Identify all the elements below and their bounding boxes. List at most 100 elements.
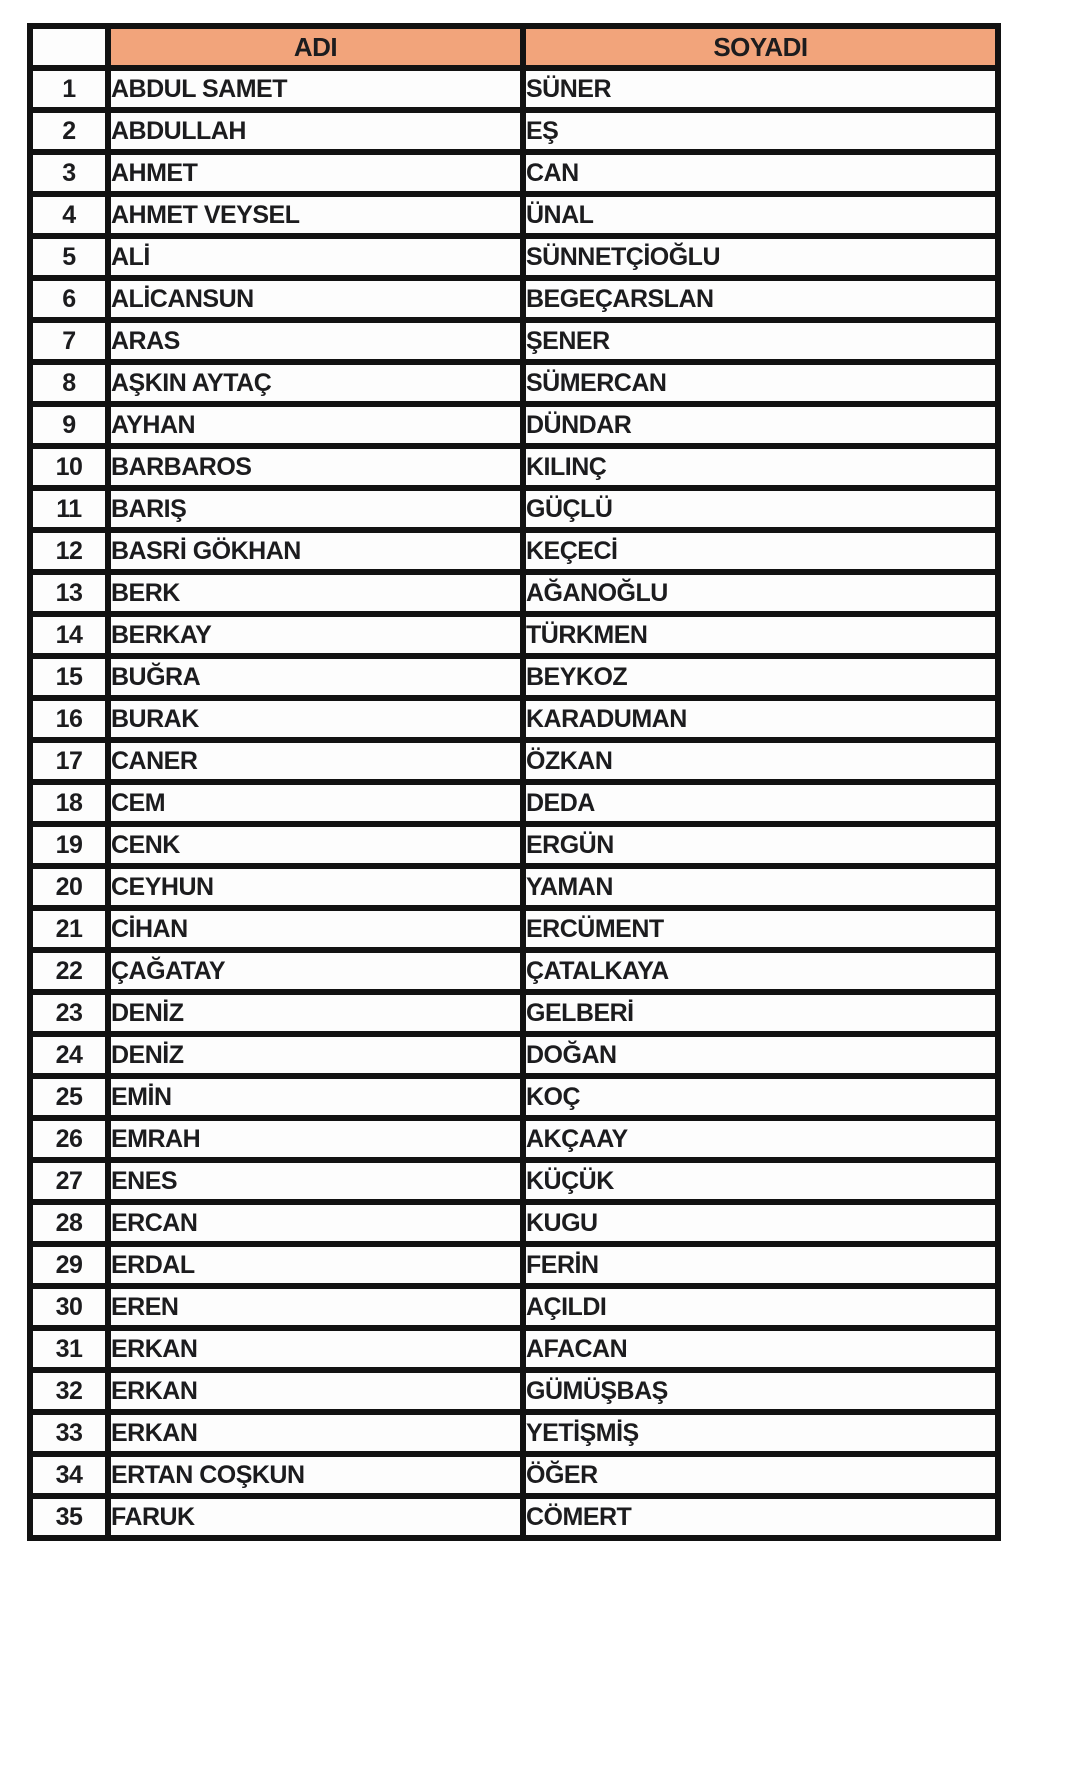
- table-row: 26 EMRAH AKÇAAY: [27, 1115, 1001, 1163]
- name-table: ADI SOYADI 1 ABDUL SAMET SÜNER 2 ABDULLAH EŞ 3…: [27, 23, 1001, 1541]
- table-row: 22 ÇAĞATAY ÇATALKAYA: [27, 947, 1001, 995]
- table-row: 6 ALİCANSUN BEGEÇARSLAN: [27, 275, 1001, 323]
- table-row: 30 EREN AÇILDI: [27, 1283, 1001, 1331]
- table-row: 12 BASRİ GÖKHAN KEÇECİ: [27, 527, 1001, 575]
- table-row: 15 BUĞRA BEYKOZ: [27, 653, 1001, 701]
- row-number-cell: 10: [27, 443, 111, 491]
- row-number-cell: 13: [27, 569, 111, 617]
- first-name-cell: EMİN: [105, 1073, 526, 1121]
- table-row: 27 ENES KÜÇÜK: [27, 1157, 1001, 1205]
- row-number-cell: 14: [27, 611, 111, 659]
- header-cell-soyadi: SOYADI: [520, 23, 1001, 71]
- surname-cell: YAMAN: [520, 863, 1001, 911]
- row-number-cell: 21: [27, 905, 111, 953]
- first-name-cell: BERKAY: [105, 611, 526, 659]
- table-row: 28 ERCAN KUGU: [27, 1199, 1001, 1247]
- table-row: 34 ERTAN COŞKUN ÖĞER: [27, 1451, 1001, 1499]
- row-number-cell: 8: [27, 359, 111, 407]
- table-row: 21 CİHAN ERCÜMENT: [27, 905, 1001, 953]
- surname-cell: ÇATALKAYA: [520, 947, 1001, 995]
- name-list-sheet: ADI SOYADI 1 ABDUL SAMET SÜNER 2 ABDULLAH EŞ 3…: [27, 23, 1001, 1541]
- row-number-cell: 28: [27, 1199, 111, 1247]
- table-row: 13 BERK AĞANOĞLU: [27, 569, 1001, 617]
- surname-cell: SÜNNETÇİOĞLU: [520, 233, 1001, 281]
- surname-cell: ERGÜN: [520, 821, 1001, 869]
- surname-cell: BEYKOZ: [520, 653, 1001, 701]
- surname-cell: KÜÇÜK: [520, 1157, 1001, 1205]
- row-number-cell: 18: [27, 779, 111, 827]
- first-name-cell: ALİ: [105, 233, 526, 281]
- table-row: 3 AHMET CAN: [27, 149, 1001, 197]
- surname-cell: DEDA: [520, 779, 1001, 827]
- first-name-cell: ENES: [105, 1157, 526, 1205]
- row-number-cell: 33: [27, 1409, 111, 1457]
- first-name-cell: ÇAĞATAY: [105, 947, 526, 995]
- table-row: 2 ABDULLAH EŞ: [27, 107, 1001, 155]
- row-number-cell: 35: [27, 1493, 111, 1541]
- first-name-cell: ARAS: [105, 317, 526, 365]
- row-number-cell: 7: [27, 317, 111, 365]
- table-row: 35 FARUK CÖMERT: [27, 1493, 1001, 1541]
- surname-cell: DOĞAN: [520, 1031, 1001, 1079]
- first-name-cell: FARUK: [105, 1493, 526, 1541]
- first-name-cell: BASRİ GÖKHAN: [105, 527, 526, 575]
- first-name-cell: ABDULLAH: [105, 107, 526, 155]
- surname-cell: ŞENER: [520, 317, 1001, 365]
- table-header: ADI SOYADI: [27, 23, 1001, 71]
- first-name-cell: EMRAH: [105, 1115, 526, 1163]
- surname-cell: AĞANOĞLU: [520, 569, 1001, 617]
- row-number-cell: 6: [27, 275, 111, 323]
- first-name-cell: ERCAN: [105, 1199, 526, 1247]
- header-row: ADI SOYADI: [27, 23, 1001, 71]
- first-name-cell: AHMET: [105, 149, 526, 197]
- row-number-cell: 29: [27, 1241, 111, 1289]
- row-number-cell: 12: [27, 527, 111, 575]
- first-name-cell: CANER: [105, 737, 526, 785]
- table-row: 31 ERKAN AFACAN: [27, 1325, 1001, 1373]
- first-name-cell: EREN: [105, 1283, 526, 1331]
- row-number-cell: 25: [27, 1073, 111, 1121]
- first-name-cell: BARBAROS: [105, 443, 526, 491]
- row-number-cell: 3: [27, 149, 111, 197]
- table-row: 19 CENK ERGÜN: [27, 821, 1001, 869]
- surname-cell: GELBERİ: [520, 989, 1001, 1037]
- first-name-cell: DENİZ: [105, 1031, 526, 1079]
- surname-cell: GÜMÜŞBAŞ: [520, 1367, 1001, 1415]
- first-name-cell: CEYHUN: [105, 863, 526, 911]
- table-row: 4 AHMET VEYSEL ÜNAL: [27, 191, 1001, 239]
- surname-cell: BEGEÇARSLAN: [520, 275, 1001, 323]
- row-number-cell: 4: [27, 191, 111, 239]
- surname-cell: KUGU: [520, 1199, 1001, 1247]
- surname-cell: SÜMERCAN: [520, 359, 1001, 407]
- row-number-cell: 24: [27, 1031, 111, 1079]
- row-number-cell: 16: [27, 695, 111, 743]
- table-row: 9 AYHAN DÜNDAR: [27, 401, 1001, 449]
- row-number-cell: 34: [27, 1451, 111, 1499]
- first-name-cell: ERKAN: [105, 1409, 526, 1457]
- first-name-cell: AŞKIN AYTAÇ: [105, 359, 526, 407]
- table-row: 33 ERKAN YETİŞMİŞ: [27, 1409, 1001, 1457]
- row-number-cell: 1: [27, 65, 111, 113]
- table-row: 25 EMİN KOÇ: [27, 1073, 1001, 1121]
- surname-cell: CÖMERT: [520, 1493, 1001, 1541]
- row-number-cell: 30: [27, 1283, 111, 1331]
- first-name-cell: AYHAN: [105, 401, 526, 449]
- first-name-cell: ERDAL: [105, 1241, 526, 1289]
- first-name-cell: CEM: [105, 779, 526, 827]
- table-row: 11 BARIŞ GÜÇLÜ: [27, 485, 1001, 533]
- row-number-cell: 15: [27, 653, 111, 701]
- surname-cell: SÜNER: [520, 65, 1001, 113]
- table-row: 20 CEYHUN YAMAN: [27, 863, 1001, 911]
- row-number-cell: 31: [27, 1325, 111, 1373]
- table-row: 29 ERDAL FERİN: [27, 1241, 1001, 1289]
- table-row: 23 DENİZ GELBERİ: [27, 989, 1001, 1037]
- surname-cell: GÜÇLÜ: [520, 485, 1001, 533]
- first-name-cell: BARIŞ: [105, 485, 526, 533]
- first-name-cell: AHMET VEYSEL: [105, 191, 526, 239]
- table-body: 1 ABDUL SAMET SÜNER 2 ABDULLAH EŞ 3 AHMET CAN 4 AH…: [27, 65, 1001, 1541]
- surname-cell: AFACAN: [520, 1325, 1001, 1373]
- surname-cell: KOÇ: [520, 1073, 1001, 1121]
- surname-cell: ÖZKAN: [520, 737, 1001, 785]
- row-number-cell: 23: [27, 989, 111, 1037]
- surname-cell: AKÇAAY: [520, 1115, 1001, 1163]
